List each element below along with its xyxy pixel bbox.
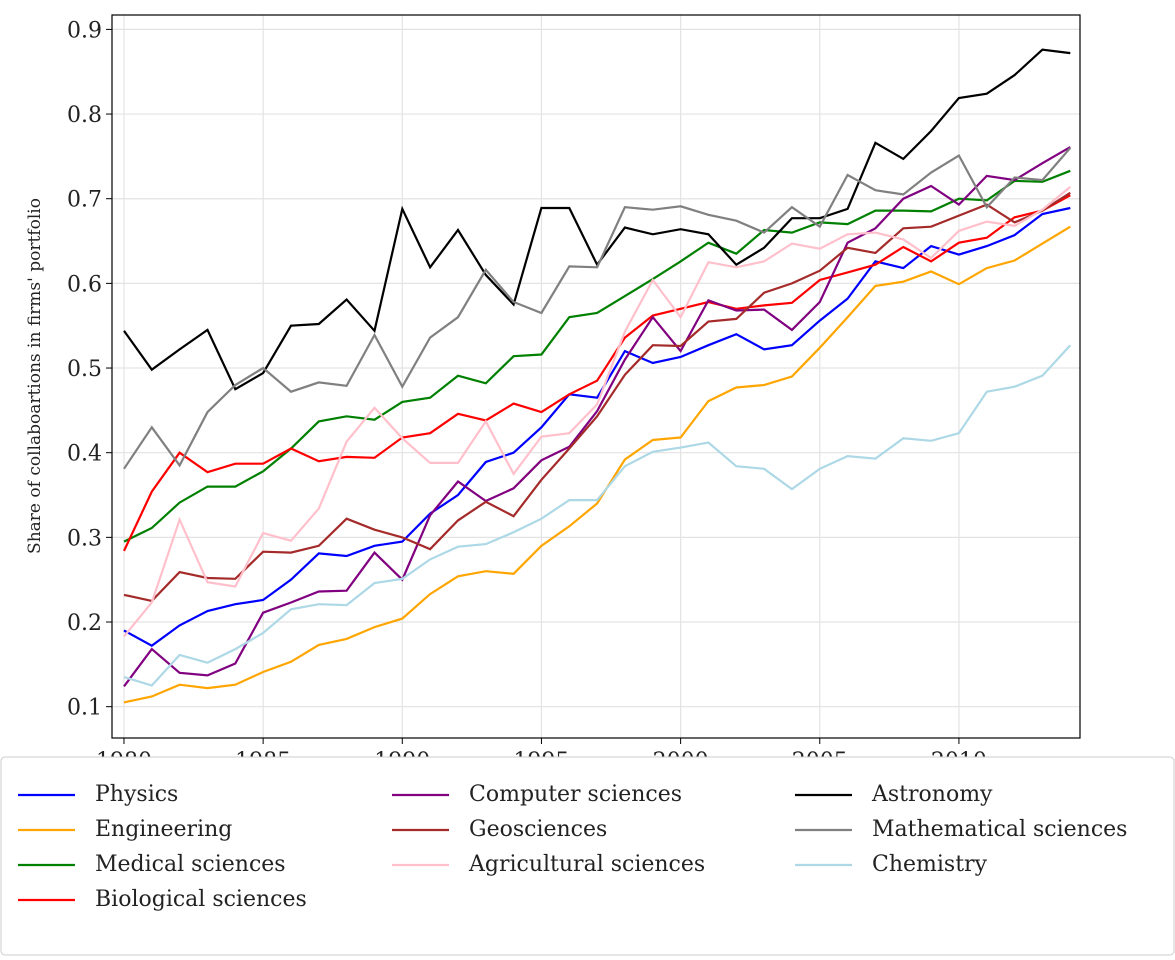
y-tick-label: 0.6: [67, 272, 102, 297]
y-tick-label: 0.1: [67, 696, 102, 721]
y-tick-label: 0.2: [67, 611, 102, 636]
series-line: [123, 48, 1071, 391]
legend-box: [0, 756, 1175, 956]
legend-label: Chemistry: [872, 852, 988, 877]
series-line: [123, 194, 1071, 552]
legend-label: Mathematical sciences: [872, 817, 1127, 842]
legend-label: Agricultural sciences: [468, 852, 705, 877]
legend-label: Geosciences: [469, 817, 607, 842]
y-tick-label: 0.7: [67, 188, 102, 213]
legend-label: Physics: [95, 782, 178, 807]
legend-label: Medical sciences: [95, 852, 286, 877]
y-tick-label: 0.3: [67, 526, 102, 551]
legend-label: Computer sciences: [469, 782, 682, 807]
legend-label: Engineering: [95, 817, 232, 842]
legend-label: Astronomy: [871, 782, 993, 807]
y-tick-label: 0.5: [67, 357, 102, 382]
series-line: [123, 146, 1071, 688]
series-line: [123, 147, 1072, 470]
series-line: [123, 344, 1072, 687]
y-tick-label: 0.4: [67, 442, 102, 467]
plot-frame: [111, 14, 1081, 739]
y-axis-label: Share of collaboartions in firms' portfo…: [25, 198, 45, 554]
series-line: [123, 169, 1071, 543]
series-line: [123, 206, 1071, 648]
y-tick-label: 0.8: [67, 103, 102, 128]
series-line: [123, 186, 1071, 638]
y-tick-label: 0.9: [67, 18, 102, 43]
series-line: [123, 225, 1071, 704]
series-line: [123, 191, 1071, 603]
legend-label: Biological sciences: [95, 887, 307, 912]
